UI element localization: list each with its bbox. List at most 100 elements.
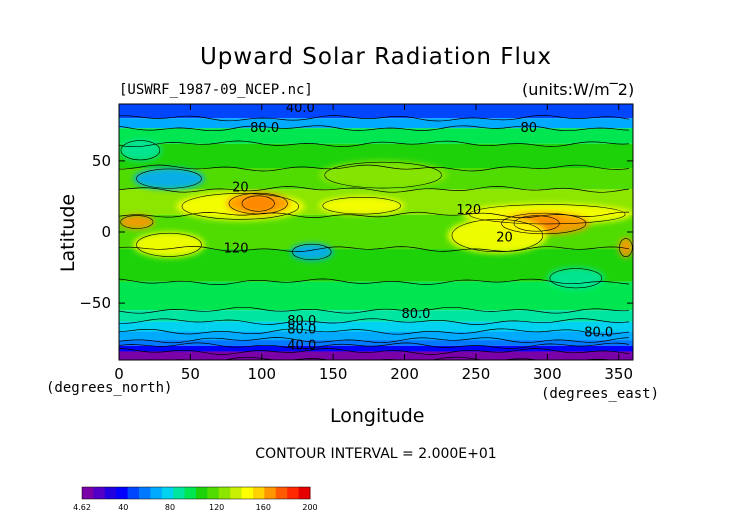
feature-outline-asia-green <box>324 161 442 189</box>
contour-line-6 <box>119 246 630 252</box>
contour-line-2 <box>119 140 630 148</box>
feature-sa-yellow <box>447 217 548 254</box>
colorbar-tick-label-5: 200 <box>302 503 317 512</box>
contour-line-5 <box>119 211 630 219</box>
feature-canada-blue <box>119 139 162 161</box>
contour-label-2: 80 <box>520 121 537 136</box>
zonal-band-12 <box>119 340 633 346</box>
zonal-band-8 <box>119 281 633 311</box>
colorbar-swatch-10 <box>196 487 208 499</box>
contour-line-13 <box>119 348 630 355</box>
x-unit-right-label: (degrees_east) <box>541 386 660 402</box>
colorbar-tick-label-2: 80 <box>165 503 175 512</box>
feature-outline-pacific-yellow <box>469 204 626 225</box>
y-tick-label-1: 0 <box>101 223 111 241</box>
x-axis-label: Longitude <box>330 405 425 427</box>
zonal-band-1 <box>119 118 633 129</box>
x-tick-label-150: 150 <box>319 365 348 383</box>
zonal-band-13 <box>119 345 633 352</box>
feature-outline-africa-yellow-s <box>136 232 202 257</box>
contour-label-7: 80.0 <box>402 307 431 322</box>
colorbar-swatch-13 <box>230 487 243 499</box>
zonal-band-0 <box>119 104 633 119</box>
colorbar-swatch-7 <box>161 487 174 499</box>
feature-outline-atlantic-orange <box>120 215 154 229</box>
colorbar-swatch-14 <box>241 487 254 499</box>
x-tick-label-350: 350 <box>604 365 633 383</box>
colorbar-tick-label-3: 120 <box>209 503 224 512</box>
colorbar-swatch-6 <box>150 487 163 499</box>
zonal-band-2 <box>119 128 633 144</box>
colorbar-tick-label-4: 160 <box>256 503 271 512</box>
feature-asia-green <box>318 160 448 190</box>
feature-outline-canada-blue <box>120 140 161 161</box>
source-label: [USWRF_1987-09_NCEP.nc] <box>119 82 313 98</box>
contour-label-1: 80.0 <box>250 121 279 136</box>
feature-east-orange <box>618 237 633 258</box>
contour-line-12 <box>119 342 630 349</box>
colorbar-swatch-16 <box>264 487 277 499</box>
feature-indian-cyan <box>290 243 334 261</box>
colorbar-swatch-8 <box>173 487 186 499</box>
contour-label-8: 80.0 <box>287 314 316 329</box>
x-tick-label-200: 200 <box>390 365 419 383</box>
x-tick-label-300: 300 <box>533 365 562 383</box>
feature-outline-indian-cyan <box>291 243 332 260</box>
zonal-band-10 <box>119 321 633 332</box>
contour-interval-label: CONTOUR INTERVAL = 2.000E+01 <box>255 446 497 462</box>
feature-outline-sahara-orange <box>228 192 288 215</box>
contour-line-3 <box>119 164 630 172</box>
colorbar-swatch-3 <box>116 487 129 499</box>
feature-outline-sa-yellow <box>451 219 544 253</box>
zonal-band-7 <box>119 249 633 282</box>
contour-label-9: 80.0 <box>287 323 316 338</box>
colorbar-swatch-2 <box>104 487 117 499</box>
contour-label-5: 20 <box>496 230 513 245</box>
chart-title: Upward Solar Radiation Flux <box>199 44 553 70</box>
feature-outline-east-orange <box>619 238 633 257</box>
x-tick-label-50: 50 <box>181 365 200 383</box>
colorbar-tick-label-0: 4.62 <box>73 503 91 512</box>
feature-outline-north-africa-yellow <box>181 193 300 220</box>
contour-line-11 <box>119 337 630 344</box>
contour-label-3: 20 <box>232 180 249 195</box>
feature-outline-siberia-cyan <box>136 168 202 189</box>
feature-outline-pacific-orange <box>501 212 587 235</box>
colorbar-swatch-0 <box>82 487 94 499</box>
feature-outline-pacific-red <box>513 215 560 232</box>
contour-line-10 <box>119 328 630 335</box>
zonal-band-14 <box>119 351 633 360</box>
feature-siberia-cyan <box>133 168 205 190</box>
colorbar-swatch-4 <box>127 487 140 499</box>
zonal-band-9 <box>119 310 633 322</box>
zonal-band-11 <box>119 331 633 341</box>
contour-label-4: 120 <box>456 203 481 218</box>
contour-line-7 <box>119 278 630 285</box>
feature-outline-pacific-blue <box>549 268 603 289</box>
colorbar-swatch-9 <box>184 487 197 499</box>
contour-label-6: 120 <box>224 242 249 257</box>
colorbar-tick-label-1: 40 <box>118 503 128 512</box>
contour-line-0 <box>119 115 630 122</box>
contour-line-1 <box>119 125 630 132</box>
feature-outline-sahara-red <box>241 195 275 212</box>
contour-line-8 <box>119 306 630 314</box>
feature-atlantic-orange <box>119 214 155 230</box>
feature-outline-arabia-yellow <box>322 196 401 215</box>
feature-sahara-orange <box>226 192 291 215</box>
colorbar-frame <box>81 486 311 500</box>
contour-line-9 <box>119 318 630 325</box>
colorbar-swatch-18 <box>287 487 300 499</box>
axes: 0 50 100 150 200 250 300 350 50 0 −50 <box>79 104 633 383</box>
colorbar-swatch-1 <box>93 487 106 499</box>
contour-label-11: 40.0 <box>287 338 316 353</box>
y-tick-label-2: −50 <box>79 294 111 312</box>
y-tick-label-0: 50 <box>92 152 111 170</box>
feature-arabia-yellow <box>318 196 405 215</box>
units-label: (units:W/m‾2) <box>522 80 635 99</box>
colorbar: 4.62 40 80 120 160 200 <box>73 486 318 512</box>
colorbar-swatch-15 <box>253 487 265 499</box>
contour-label-0: 40.0 <box>286 101 315 116</box>
